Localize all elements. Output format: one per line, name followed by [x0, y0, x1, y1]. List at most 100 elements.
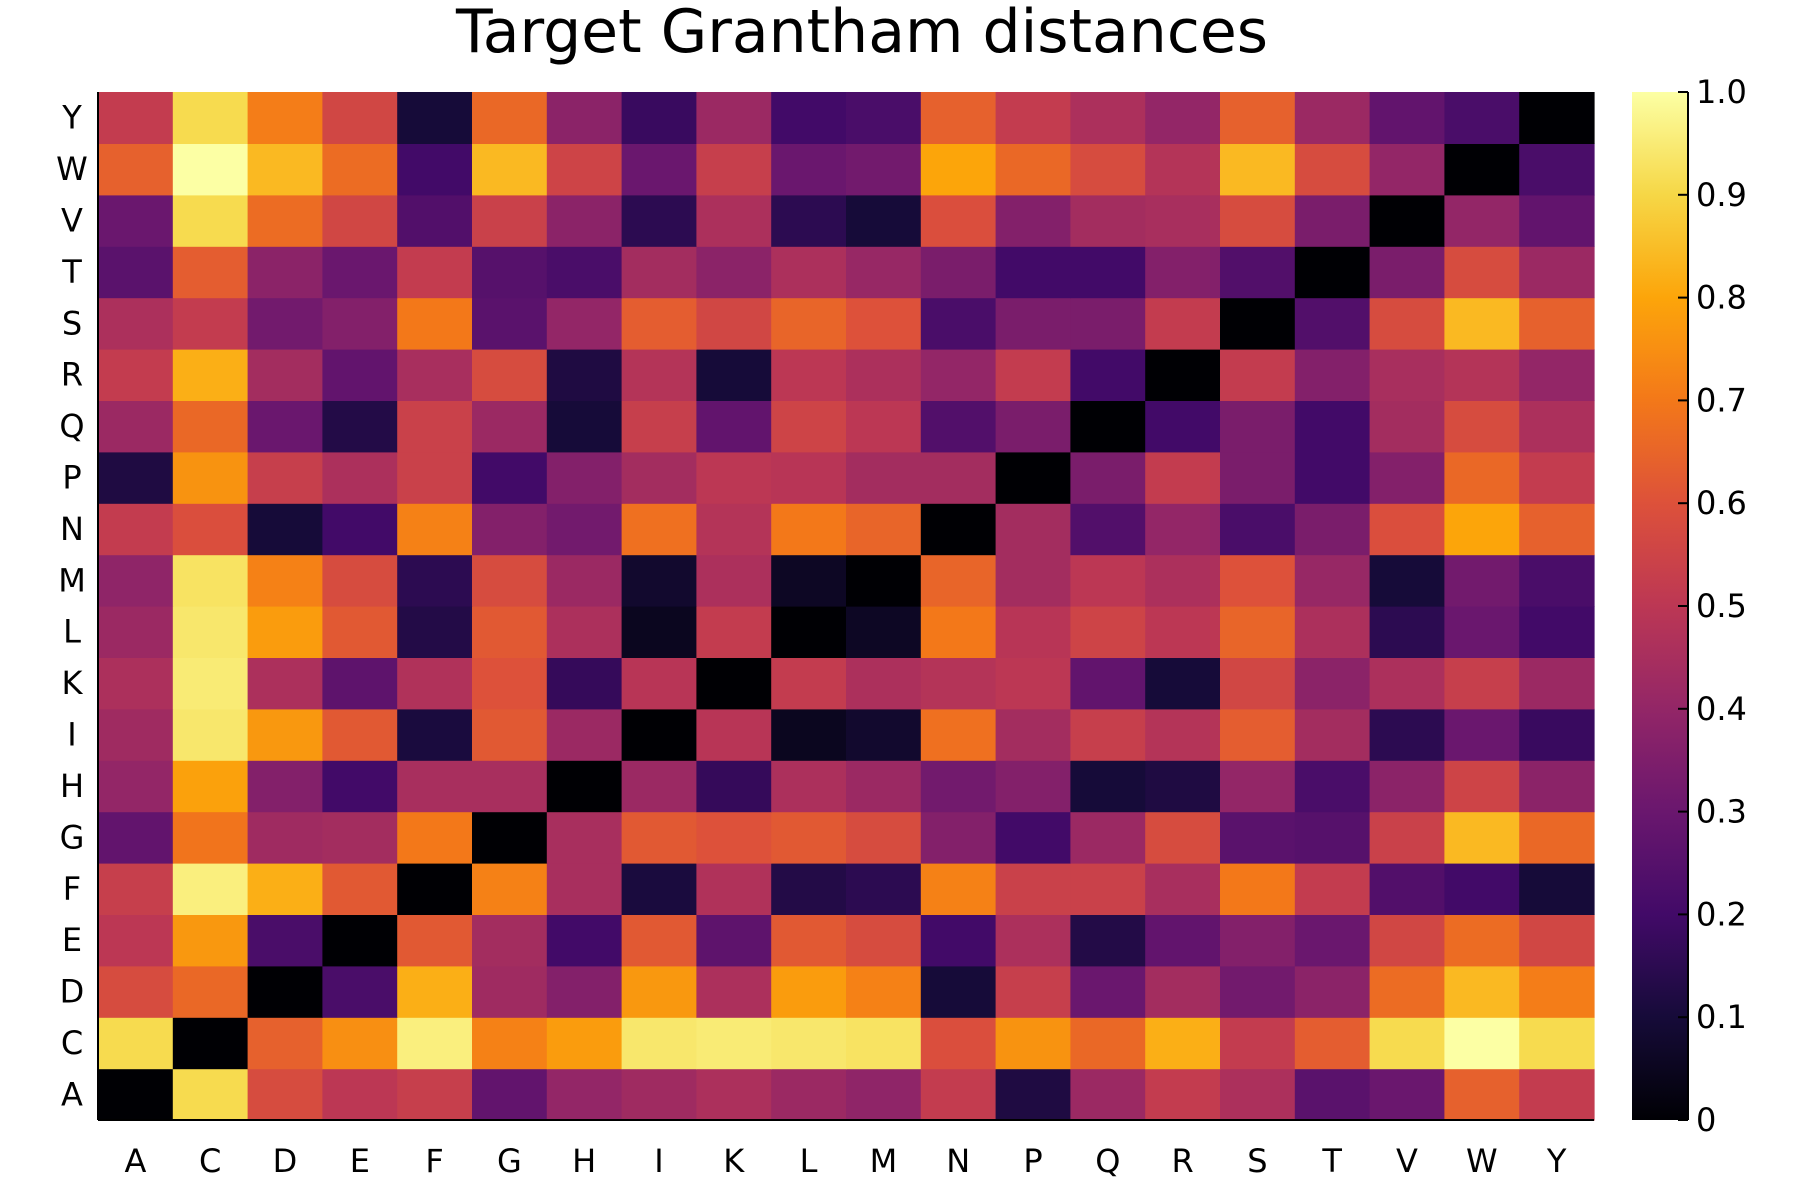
heatmap-cell-D-P	[995, 965, 1071, 1018]
heatmap-cell-K-W	[1444, 657, 1520, 710]
x-tick-label-I: I	[654, 1142, 663, 1180]
heatmap-cell-I-H	[546, 708, 623, 761]
heatmap-cell-M-L	[771, 554, 847, 607]
heatmap-cell-Q-T	[1294, 400, 1371, 453]
heatmap-cell-C-M	[846, 1017, 922, 1070]
heatmap-cell-P-C	[172, 451, 249, 504]
heatmap-cell-I-Y	[1519, 708, 1595, 761]
heatmap-cell-H-V	[1369, 760, 1445, 813]
heatmap-cell-Y-M	[846, 92, 922, 144]
heatmap-cell-R-F	[397, 349, 473, 401]
heatmap-cell-C-K	[696, 1017, 772, 1070]
heatmap-cell-S-I	[621, 297, 697, 350]
heatmap-cell-R-L	[771, 349, 847, 401]
heatmap-cell-P-H	[546, 451, 623, 504]
heatmap-cell-Y-V	[1369, 92, 1445, 144]
heatmap-cell-T-R	[1145, 246, 1221, 299]
colorbar-tick-label: 0.5	[1696, 587, 1747, 625]
heatmap-cell-P-P	[995, 451, 1071, 504]
heatmap-cell-W-P	[995, 143, 1071, 196]
y-tick-label-S: S	[62, 304, 82, 342]
heatmap-cell-T-I	[621, 246, 697, 299]
heatmap-cell-L-S	[1220, 606, 1296, 658]
heatmap-cell-D-E	[322, 965, 398, 1018]
heatmap-cell-Y-Y	[1519, 92, 1595, 144]
heatmap-cell-C-H	[546, 1017, 623, 1070]
heatmap-cell-V-P	[995, 194, 1071, 247]
heatmap-cell-K-Y	[1519, 657, 1595, 710]
heatmap-cell-M-C	[172, 554, 249, 607]
heatmap-cell-R-Q	[1070, 349, 1146, 401]
y-tick-label-L: L	[63, 613, 81, 651]
heatmap-cell-Q-E	[322, 400, 398, 453]
heatmap-cell-S-Y	[1519, 297, 1595, 350]
heatmap-cell-V-F	[397, 194, 473, 247]
heatmap-cell-C-T	[1294, 1017, 1371, 1070]
heatmap-cell-C-S	[1220, 1017, 1296, 1070]
heatmap-cell-G-E	[322, 811, 398, 864]
heatmap-cell-E-H	[546, 914, 623, 967]
heatmap-cell-F-T	[1294, 863, 1371, 915]
heatmap-cell-W-S	[1220, 143, 1296, 196]
heatmap-cell-I-K	[696, 708, 772, 761]
heatmap-cell-N-W	[1444, 503, 1520, 556]
heatmap-cell-T-L	[771, 246, 847, 299]
heatmap-cell-Y-T	[1294, 92, 1371, 144]
heatmap-cell-K-E	[322, 657, 398, 710]
heatmap-cell-F-H	[546, 863, 623, 915]
heatmap-cell-D-N	[920, 965, 997, 1018]
heatmap-cell-K-I	[621, 657, 697, 710]
heatmap-cell-Q-Y	[1519, 400, 1595, 453]
heatmap-cell-H-P	[995, 760, 1071, 813]
heatmap-cell-R-R	[1145, 349, 1221, 401]
heatmap-cell-K-F	[397, 657, 473, 710]
heatmap-cell-F-V	[1369, 863, 1445, 915]
heatmap-cell-H-E	[322, 760, 398, 813]
heatmap-cell-H-N	[920, 760, 997, 813]
heatmap-cell-A-I	[621, 1068, 697, 1121]
heatmap-cell-Y-Q	[1070, 92, 1146, 144]
heatmap-cell-I-W	[1444, 708, 1520, 761]
x-tick-label-V: V	[1396, 1142, 1418, 1180]
heatmap-cell-C-V	[1369, 1017, 1445, 1070]
heatmap-cell-H-R	[1145, 760, 1221, 813]
heatmap-cell-D-F	[397, 965, 473, 1018]
heatmap-cell-S-P	[995, 297, 1071, 350]
heatmap-cell-C-F	[397, 1017, 473, 1070]
heatmap-cell-C-R	[1145, 1017, 1221, 1070]
heatmap-cell-W-K	[696, 143, 772, 196]
heatmap-cell-D-L	[771, 965, 847, 1018]
heatmap-cell-Y-I	[621, 92, 697, 144]
heatmap-cell-H-G	[472, 760, 548, 813]
heatmap-cell-A-R	[1145, 1068, 1221, 1121]
x-tick-label-K: K	[723, 1142, 745, 1180]
x-tick-label-W: W	[1466, 1142, 1498, 1180]
heatmap-cell-R-N	[920, 349, 997, 401]
heatmap-cell-H-L	[771, 760, 847, 813]
chart-title: Target Grantham distances	[455, 0, 1268, 67]
heatmap-cell-W-Y	[1519, 143, 1595, 196]
heatmap-cell-Q-R	[1145, 400, 1221, 453]
heatmap-cell-L-H	[546, 606, 623, 658]
heatmap-cell-P-L	[771, 451, 847, 504]
y-tick-label-E: E	[62, 921, 82, 959]
heatmap-cell-S-W	[1444, 297, 1520, 350]
heatmap-cell-N-E	[322, 503, 398, 556]
heatmap-cell-S-T	[1294, 297, 1371, 350]
heatmap-cell-L-E	[322, 606, 398, 658]
x-tick-label-H: H	[572, 1142, 596, 1180]
heatmap-cell-V-H	[546, 194, 623, 247]
heatmap-cell-E-C	[172, 914, 249, 967]
heatmap-cell-T-T	[1294, 246, 1371, 299]
x-tick-label-P: P	[1023, 1142, 1042, 1180]
heatmap-cell-T-V	[1369, 246, 1445, 299]
x-tick-label-N: N	[946, 1142, 970, 1180]
heatmap-cell-F-R	[1145, 863, 1221, 915]
heatmap-cell-Q-I	[621, 400, 697, 453]
heatmap-cell-T-C	[172, 246, 249, 299]
heatmap-cell-G-P	[995, 811, 1071, 864]
heatmap-cell-K-T	[1294, 657, 1371, 710]
heatmap-cell-H-Q	[1070, 760, 1146, 813]
heatmap-cell-H-H	[546, 760, 623, 813]
heatmap-cell-H-K	[696, 760, 772, 813]
